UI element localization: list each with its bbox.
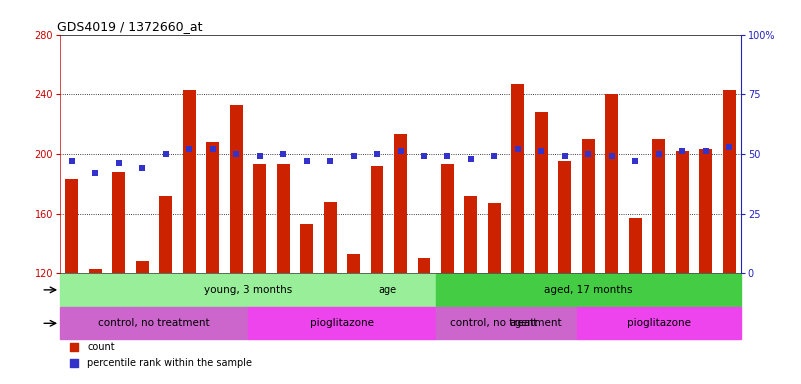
Text: count: count — [87, 342, 115, 352]
Bar — [606, 94, 618, 273]
Point — [207, 146, 219, 152]
Text: pioglitazone: pioglitazone — [626, 318, 690, 328]
Bar — [248, 307, 436, 339]
Bar — [136, 261, 149, 273]
Text: age: age — [379, 285, 396, 295]
Text: control, no treatment: control, no treatment — [450, 318, 562, 328]
Point — [465, 156, 477, 162]
Bar — [417, 258, 430, 273]
Bar — [183, 90, 195, 273]
Point — [183, 146, 195, 152]
Bar — [276, 164, 290, 273]
Text: GDS4019 / 1372660_at: GDS4019 / 1372660_at — [57, 20, 202, 33]
Text: young, 3 months: young, 3 months — [203, 285, 292, 295]
Bar — [159, 195, 172, 273]
Point — [112, 161, 125, 167]
Point — [582, 151, 594, 157]
Point — [417, 153, 430, 159]
Bar — [676, 151, 689, 273]
Bar — [436, 274, 741, 306]
Point — [652, 151, 665, 157]
Point — [606, 153, 618, 159]
Bar — [465, 195, 477, 273]
Bar — [723, 90, 735, 273]
Bar — [488, 203, 501, 273]
Point — [558, 153, 571, 159]
Bar — [582, 139, 595, 273]
Bar — [253, 164, 266, 273]
Point — [394, 149, 407, 155]
Point — [676, 149, 689, 155]
Bar — [652, 139, 665, 273]
Point — [518, 299, 531, 305]
Bar — [511, 84, 525, 273]
Point — [535, 149, 548, 155]
Bar — [436, 307, 577, 339]
Bar — [112, 172, 125, 273]
Point — [347, 153, 360, 159]
Bar — [206, 142, 219, 273]
Text: aged, 17 months: aged, 17 months — [544, 285, 633, 295]
Point — [136, 165, 149, 171]
Text: pioglitazone: pioglitazone — [310, 318, 374, 328]
Point — [518, 156, 531, 162]
Point — [512, 146, 525, 152]
Point — [629, 158, 642, 164]
Bar — [699, 149, 712, 273]
Point — [66, 158, 78, 164]
Bar — [324, 202, 336, 273]
Bar — [441, 164, 454, 273]
Bar — [535, 112, 548, 273]
Point — [488, 153, 501, 159]
Point — [300, 158, 313, 164]
Bar — [394, 134, 407, 273]
Point — [699, 149, 712, 155]
Text: agent: agent — [509, 318, 537, 328]
Text: percentile rank within the sample: percentile rank within the sample — [87, 358, 252, 368]
Bar — [66, 179, 78, 273]
Bar — [60, 307, 248, 339]
Point — [159, 151, 172, 157]
Bar — [347, 254, 360, 273]
Bar — [629, 218, 642, 273]
Bar — [558, 161, 571, 273]
Bar — [89, 269, 102, 273]
Point — [230, 151, 243, 157]
Point — [723, 144, 735, 150]
Bar — [230, 105, 243, 273]
Point — [371, 151, 384, 157]
Text: control, no treatment: control, no treatment — [99, 318, 210, 328]
Point — [276, 151, 289, 157]
Point — [253, 153, 266, 159]
Bar — [300, 224, 313, 273]
Bar — [371, 166, 384, 273]
Point — [441, 153, 454, 159]
Point — [324, 158, 336, 164]
Bar — [60, 274, 436, 306]
Point — [89, 170, 102, 176]
Bar — [577, 307, 741, 339]
